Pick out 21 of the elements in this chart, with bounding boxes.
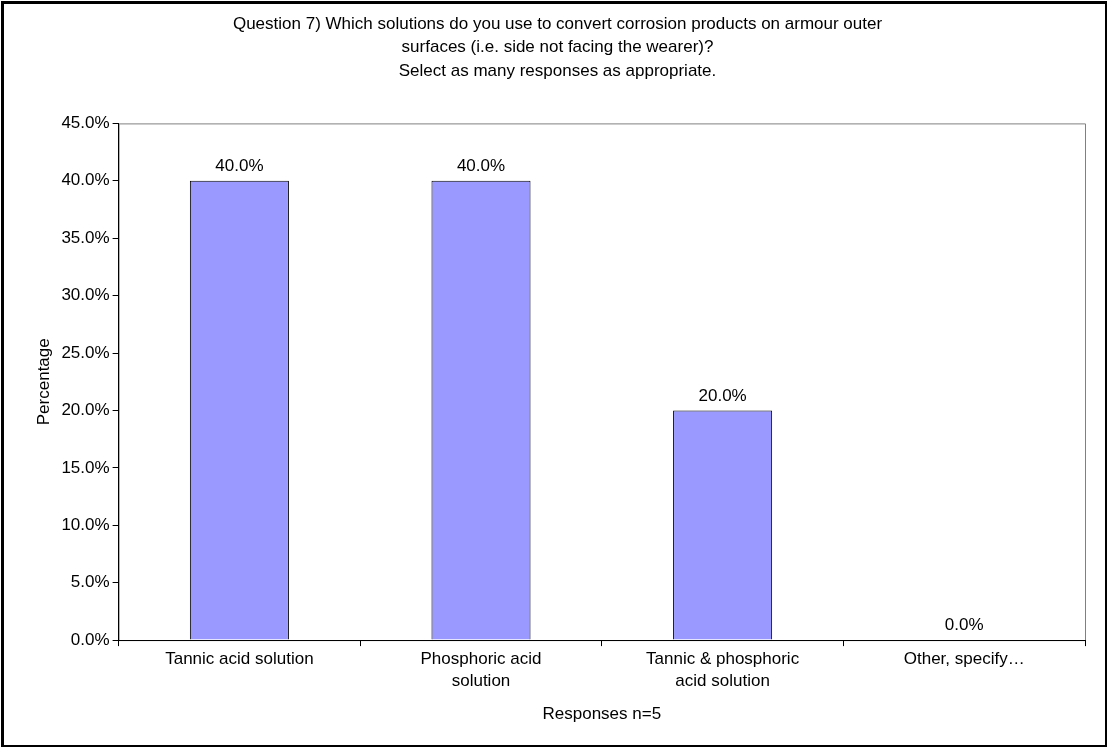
y-tick-label: 35.0% bbox=[61, 227, 110, 247]
chart-title: Question 7) Which solutions do you use to convert corrosion products on armour outer surfaces (i.e. side not facing the wearer)? Select as many responses as appropriate. bbox=[232, 13, 883, 81]
y-tick-label: 30.0% bbox=[61, 285, 110, 305]
x-tick-label: Phosphoric acid solution bbox=[420, 649, 542, 690]
y-tick-label: 25.0% bbox=[61, 342, 110, 362]
data-label: 40.0% bbox=[456, 156, 506, 175]
y-tick-label: 45.0% bbox=[61, 113, 110, 133]
y-tick-label: 15.0% bbox=[61, 457, 110, 477]
data-label: 40.0% bbox=[215, 156, 264, 175]
x-tick-label: Tannic & phosphoric acid solution bbox=[646, 649, 800, 690]
data-label: 20.0% bbox=[698, 385, 747, 405]
y-tick-label: 10.0% bbox=[61, 514, 110, 534]
y-tick-label: 20.0% bbox=[61, 400, 110, 420]
y-tick-label: 0.0% bbox=[70, 629, 110, 649]
y-tick-label: 40.0% bbox=[61, 170, 110, 190]
y-tick-label: 5.0% bbox=[70, 572, 110, 592]
x-tick-label: Other, specify… bbox=[903, 649, 1025, 669]
y-axis-title: Percentage bbox=[33, 338, 53, 426]
x-axis-title: Responses n=5 bbox=[542, 704, 662, 724]
data-label: 0.0% bbox=[944, 615, 984, 635]
x-tick-label: Tannic acid solution bbox=[165, 649, 314, 669]
